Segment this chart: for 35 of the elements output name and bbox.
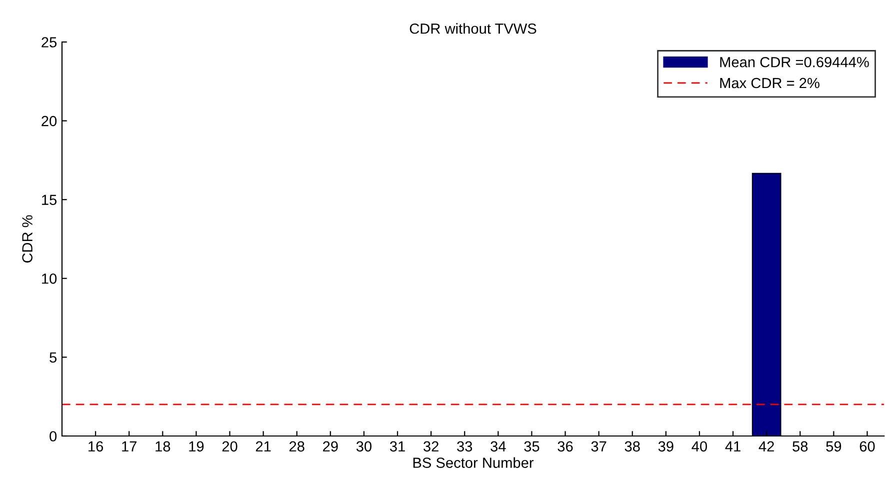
x-tick-label: 18	[156, 441, 170, 452]
y-tick-label: 5	[50, 352, 57, 363]
x-tick-label: 34	[490, 441, 506, 452]
x-tick-label: 20	[222, 441, 238, 452]
x-tick-label: 60	[860, 441, 875, 452]
x-tick-label: 31	[390, 441, 405, 452]
x-tick-label: 16	[88, 441, 104, 452]
y-tick-label: 10	[42, 274, 57, 284]
x-tick-label: 33	[457, 441, 472, 452]
x-tick-label: 40	[692, 441, 708, 452]
x-tick-label: 32	[424, 441, 438, 452]
x-tick-label: 36	[558, 441, 573, 452]
chart-title: CDR without TVWS	[410, 23, 536, 34]
y-tick-label: 25	[42, 37, 57, 48]
x-tick-label: 37	[591, 441, 606, 452]
y-tick-label: 15	[42, 194, 57, 206]
x-tick-label: 28	[289, 441, 304, 452]
x-tick-label: 39	[658, 441, 674, 452]
x-axis-title: BS Sector Number	[413, 457, 534, 468]
legend-label: Mean CDR =0.69444%	[720, 56, 869, 68]
x-tick-label: 42	[758, 441, 774, 452]
y-tick-label: 20	[42, 116, 57, 126]
x-tick-label: 59	[826, 441, 842, 452]
x-tick-label: 35	[524, 441, 540, 452]
y-axis-title: CDR %	[22, 215, 32, 263]
x-tick-label: 58	[792, 441, 808, 452]
x-tick-label: 21	[256, 441, 271, 452]
legend-label: Max CDR = 2%	[720, 78, 820, 88]
x-tick-label: 30	[356, 441, 372, 452]
x-tick-label: 19	[189, 441, 204, 452]
x-tick-label: 38	[624, 441, 640, 452]
x-tick-label: 17	[122, 441, 136, 452]
x-tick-label: 41	[725, 441, 740, 452]
x-tick-label: 29	[323, 441, 338, 452]
y-tick-label: 0	[50, 431, 57, 442]
